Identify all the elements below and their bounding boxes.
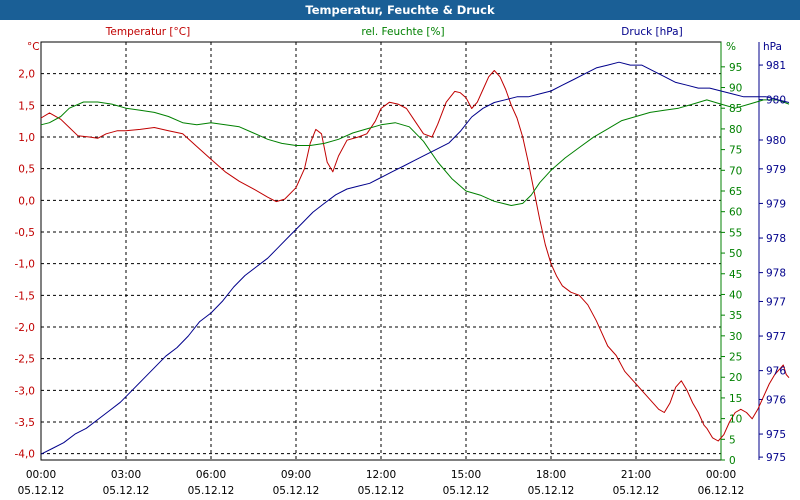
labels: 2,0 1,5 1,0 0,5 0,0 -0,5 -1,0 -1,5 -2,0 -2,5 -3,0 -… bbox=[15, 26, 787, 497]
humidity-tick-label: 95 bbox=[729, 62, 742, 74]
temperature-tick-label: 1,0 bbox=[18, 132, 35, 144]
pressure-tick-label: 976 bbox=[766, 394, 786, 406]
temperature-tick-label: -3,5 bbox=[15, 417, 36, 429]
temperature-tick-label: 0,5 bbox=[18, 164, 35, 176]
axes bbox=[720, 42, 763, 461]
series-line-temperature bbox=[40, 70, 790, 442]
humidity-tick-label: 75 bbox=[729, 145, 742, 157]
humidity-tick-label: 10 bbox=[729, 414, 742, 426]
humidity-tick-label: 85 bbox=[729, 103, 742, 115]
x-tick-time: 21:00 bbox=[621, 469, 651, 481]
x-tick-date: 05.12.12 bbox=[188, 485, 235, 497]
temperature-tick-label: -2,0 bbox=[15, 322, 36, 334]
x-tick-date: 05.12.12 bbox=[358, 485, 405, 497]
x-tick-date: 05.12.12 bbox=[613, 485, 660, 497]
humidity-unit-label: % bbox=[726, 41, 736, 53]
pressure-tick-label: 976 bbox=[766, 366, 786, 378]
humidity-tick-label: 30 bbox=[729, 331, 742, 343]
humidity-tick-label: 55 bbox=[729, 227, 742, 239]
pressure-unit-label: hPa bbox=[763, 41, 782, 53]
temperature-tick-label: -4,0 bbox=[15, 449, 36, 461]
series-group bbox=[40, 61, 790, 455]
pressure-tick-label: 979 bbox=[766, 198, 786, 210]
series-label: Temperatur [°C] bbox=[105, 26, 190, 38]
x-tick-date: 05.12.12 bbox=[528, 485, 575, 497]
humidity-tick-label: 50 bbox=[729, 248, 742, 260]
humidity-tick-label: 0 bbox=[729, 455, 736, 467]
pressure-tick-label: 980 bbox=[766, 95, 786, 107]
humidity-tick-label: 20 bbox=[729, 372, 742, 384]
pressure-tick-label: 979 bbox=[766, 164, 786, 176]
pressure-tick-label: 977 bbox=[766, 331, 786, 343]
pressure-tick-label: 978 bbox=[766, 233, 786, 245]
x-tick-time: 00:00 bbox=[706, 469, 736, 481]
series-label: Druck [hPa] bbox=[621, 26, 682, 38]
temperature-tick-label: -1,0 bbox=[15, 259, 36, 271]
x-tick-time: 18:00 bbox=[536, 469, 566, 481]
temperature-tick-label: -3,0 bbox=[15, 385, 36, 397]
x-tick-date: 05.12.12 bbox=[443, 485, 490, 497]
humidity-tick-label: 65 bbox=[729, 186, 742, 198]
x-tick-time: 06:00 bbox=[196, 469, 226, 481]
x-tick-time: 00:00 bbox=[26, 469, 56, 481]
pressure-tick-label: 978 bbox=[766, 268, 786, 280]
humidity-tick-label: 90 bbox=[729, 83, 742, 95]
temperature-tick-label: 1,5 bbox=[18, 100, 35, 112]
pressure-tick-label: 980 bbox=[766, 135, 786, 147]
humidity-tick-label: 45 bbox=[729, 269, 742, 281]
window-title: Temperatur, Feuchte & Druck bbox=[0, 0, 800, 20]
series-label: rel. Feuchte [%] bbox=[361, 26, 444, 38]
x-tick-date: 06.12.12 bbox=[698, 485, 745, 497]
grid bbox=[41, 42, 721, 460]
x-tick-date: 05.12.12 bbox=[103, 485, 150, 497]
series-line-pressure bbox=[40, 61, 790, 455]
pressure-tick-label: 981 bbox=[766, 60, 786, 72]
x-tick-date: 05.12.12 bbox=[273, 485, 320, 497]
x-tick-time: 15:00 bbox=[451, 469, 481, 481]
humidity-tick-label: 25 bbox=[729, 352, 742, 364]
humidity-tick-label: 70 bbox=[729, 165, 742, 177]
temperature-tick-label: 0,0 bbox=[18, 195, 35, 207]
pressure-tick-label: 975 bbox=[766, 429, 786, 441]
x-tick-date: 05.12.12 bbox=[18, 485, 65, 497]
x-tick-time: 09:00 bbox=[281, 469, 311, 481]
temperature-unit-label: °C bbox=[27, 41, 40, 53]
pressure-tick-label: 977 bbox=[766, 296, 786, 308]
humidity-tick-label: 40 bbox=[729, 289, 742, 301]
humidity-tick-label: 60 bbox=[729, 207, 742, 219]
humidity-tick-label: 15 bbox=[729, 393, 742, 405]
temperature-tick-label: -1,5 bbox=[15, 290, 36, 302]
series-line-humidity bbox=[40, 99, 790, 206]
temperature-tick-label: -0,5 bbox=[15, 227, 36, 239]
x-tick-time: 12:00 bbox=[366, 469, 396, 481]
x-tick-time: 03:00 bbox=[111, 469, 141, 481]
humidity-tick-label: 35 bbox=[729, 310, 742, 322]
temperature-tick-label: -2,5 bbox=[15, 354, 36, 366]
temperature-tick-label: 2,0 bbox=[18, 69, 35, 81]
humidity-tick-label: 5 bbox=[729, 434, 736, 446]
humidity-tick-label: 80 bbox=[729, 124, 742, 136]
pressure-tick-label: 975 bbox=[766, 452, 786, 464]
